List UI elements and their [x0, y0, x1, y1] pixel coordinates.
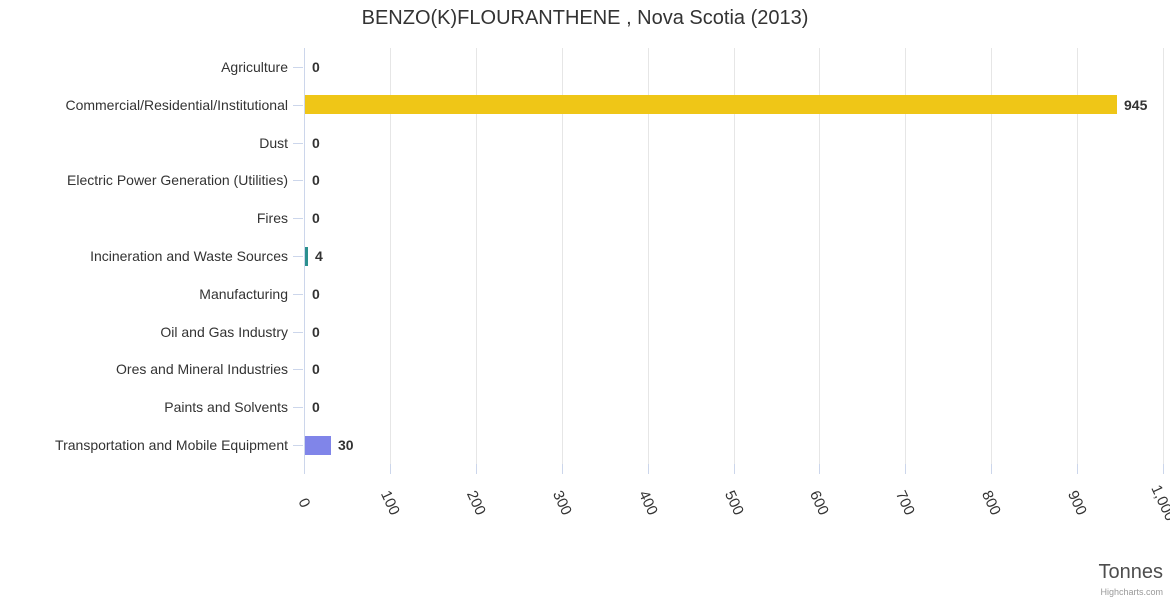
x-axis-label: 300 — [548, 488, 575, 518]
data-label: 30 — [338, 437, 354, 454]
gridline — [475, 48, 477, 464]
x-axis-label: 700 — [892, 488, 919, 518]
x-axis-label: 200 — [462, 488, 489, 518]
category-label: Manufacturing — [199, 285, 288, 302]
x-axis-tick — [561, 464, 563, 474]
category-axis-tick — [293, 445, 303, 447]
category-label: Paints and Solvents — [164, 399, 288, 416]
x-axis-label: 500 — [720, 488, 747, 518]
x-axis-tick — [475, 464, 477, 474]
gridline — [561, 48, 563, 464]
category-label: Dust — [259, 134, 288, 151]
x-axis-tick — [733, 464, 735, 474]
category-axis-tick — [293, 218, 303, 220]
x-axis-label: 0 — [294, 495, 314, 511]
category-label: Incineration and Waste Sources — [90, 248, 288, 264]
bar[interactable] — [305, 435, 331, 455]
category-axis-tick — [293, 104, 303, 106]
category-label: Transportation and Mobile Equipment — [55, 437, 288, 454]
category-axis-tick — [293, 293, 303, 295]
x-axis-tick — [991, 464, 993, 474]
data-label: 945 — [1124, 96, 1148, 113]
category-label: Fires — [256, 210, 288, 227]
category-axis-tick — [293, 331, 303, 333]
x-axis-tick — [819, 464, 821, 474]
category-axis-tick — [293, 180, 303, 182]
gridline — [905, 48, 907, 464]
category-label: Electric Power Generation (Utilities) — [67, 172, 288, 189]
gridline — [1163, 48, 1164, 464]
x-axis-label: 1,000 — [1147, 482, 1170, 524]
axis-line — [304, 48, 305, 474]
data-label: 0 — [312, 134, 320, 151]
x-axis-label: 600 — [806, 488, 833, 518]
category-axis-tick — [293, 369, 303, 371]
category-label: Ores and Mineral Industries — [116, 361, 288, 378]
x-axis-tick — [1163, 464, 1164, 474]
category-label: Agriculture — [221, 58, 288, 75]
x-axis-tick — [389, 464, 391, 474]
data-label: 0 — [312, 210, 320, 227]
gridline — [647, 48, 649, 464]
value-axis-title: Tonnes — [1098, 561, 1164, 583]
x-axis-label: 100 — [376, 488, 403, 518]
data-label: 0 — [312, 58, 320, 75]
x-axis-label: 900 — [1064, 488, 1091, 518]
category-label: Commercial/Residential/Institutional — [65, 96, 288, 113]
gridline — [389, 48, 391, 464]
gridline — [1077, 48, 1079, 464]
x-axis-label: 400 — [634, 488, 661, 518]
category-axis-tick — [293, 256, 303, 257]
category-label: Oil and Gas Industry — [160, 323, 288, 340]
x-axis-tick — [1077, 464, 1079, 474]
gridline — [991, 48, 993, 464]
gridline — [733, 48, 735, 464]
category-axis-tick — [293, 142, 303, 144]
x-axis-label: 800 — [978, 488, 1005, 518]
data-label: 0 — [312, 323, 320, 340]
highcharts-credit-link[interactable]: Highcharts.com — [1100, 587, 1163, 597]
gridline — [819, 48, 821, 464]
chart-title: BENZO(K)FLOURANTHENE , Nova Scotia (2013… — [361, 7, 809, 29]
data-label: 0 — [312, 172, 320, 189]
data-label: 0 — [312, 361, 320, 378]
bar[interactable] — [305, 95, 1117, 115]
data-label: 0 — [312, 285, 320, 302]
category-axis-tick — [293, 66, 303, 68]
bar[interactable] — [305, 246, 308, 266]
data-label: 4 — [315, 248, 323, 264]
category-axis-tick — [293, 407, 303, 409]
x-axis-tick — [905, 464, 907, 474]
x-axis-tick — [647, 464, 649, 474]
data-label: 0 — [312, 399, 320, 416]
